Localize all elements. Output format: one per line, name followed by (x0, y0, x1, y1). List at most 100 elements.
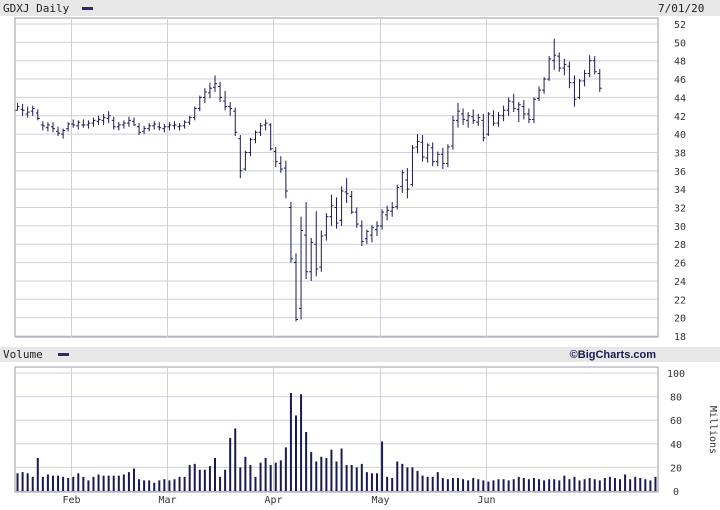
price-tick-label: 34 (674, 185, 686, 196)
ohlc-bar (147, 123, 152, 132)
ohlc-bar (349, 191, 354, 214)
ohlc-bar (314, 211, 319, 277)
ohlc-bar (592, 56, 597, 75)
ohlc-bar (299, 216, 304, 320)
ohlc-bar (324, 213, 329, 241)
ohlc-bar (15, 102, 20, 111)
ohlc-bar (76, 120, 81, 130)
ohlc-bar (430, 142, 435, 167)
volume-series (16, 393, 657, 491)
price-tick-label: 46 (674, 75, 686, 86)
ohlc-bar (283, 160, 288, 199)
ohlc-bar (263, 119, 268, 131)
volume-header-bar (0, 347, 720, 362)
ohlc-bar (50, 122, 55, 133)
ohlc-bar (476, 113, 481, 126)
price-tick-label: 38 (674, 148, 686, 159)
price-tick-label: 28 (674, 240, 686, 251)
ohlc-bar (440, 147, 445, 169)
price-tick-label: 24 (674, 277, 686, 288)
price-grid (15, 18, 658, 337)
ohlc-bar (177, 123, 182, 131)
volume-legend-swatch (58, 353, 69, 356)
ohlc-bar (172, 121, 177, 130)
header-date: 7/01/20 (658, 2, 704, 15)
ohlc-bar (339, 186, 344, 226)
ohlc-bar (450, 115, 455, 150)
month-label: Feb (62, 495, 80, 506)
price-tick-label: 40 (674, 130, 686, 141)
ohlc-bar (562, 58, 567, 76)
ohlc-bar (461, 108, 466, 125)
volume-tick-label: 40 (670, 440, 682, 451)
ohlc-bar (253, 130, 258, 144)
ohlc-bar (66, 122, 71, 132)
ohlc-bar (521, 100, 526, 120)
ohlc-bar (304, 202, 309, 280)
volume-y-axis: 0 20 40 60 80 100 (667, 369, 685, 498)
ohlc-bar (126, 116, 131, 127)
ohlc-bar (506, 97, 511, 116)
ohlc-bar (369, 224, 374, 243)
ohlc-bar (202, 88, 207, 103)
ohlc-bar (223, 90, 228, 111)
ohlc-bar (344, 178, 349, 203)
ohlc-bar (445, 144, 450, 168)
ohlc-bar (268, 123, 273, 151)
ohlc-bar (293, 253, 298, 322)
month-label: May (371, 495, 389, 506)
symbol-label: GDXJ Daily (3, 2, 70, 15)
ohlc-bar (96, 115, 101, 125)
ohlc-bar (400, 169, 405, 193)
ohlc-bar (420, 135, 425, 162)
ohlc-bar (142, 125, 147, 135)
price-tick-label: 30 (674, 222, 686, 233)
ohlc-bar (516, 102, 521, 123)
price-tick-label: 36 (674, 167, 686, 178)
ohlc-bar (192, 106, 197, 121)
x-axis-month-labels: Feb Mar Apr May Jun (62, 495, 495, 506)
ohlc-bar (511, 93, 516, 113)
price-series (15, 38, 602, 322)
price-header-bar (0, 0, 720, 16)
ohlc-bar (572, 75, 577, 107)
price-tick-label: 22 (674, 295, 686, 306)
ohlc-bar (385, 205, 390, 221)
price-tick-label: 52 (674, 20, 686, 31)
ohlc-bar (354, 207, 359, 228)
ohlc-bar (187, 115, 192, 125)
ohlc-bar (471, 109, 476, 125)
month-label: Apr (264, 495, 282, 506)
ohlc-bar (390, 202, 395, 217)
ohlc-bar (380, 209, 385, 230)
ohlc-bar (491, 110, 496, 126)
ohlc-bar (228, 102, 233, 116)
price-tick-label: 48 (674, 57, 686, 68)
volume-unit-label: Millions (707, 406, 718, 454)
ohlc-bar (395, 184, 400, 210)
price-plot-area (14, 17, 659, 338)
price-tick-label: 42 (674, 112, 686, 123)
ohlc-bar (56, 126, 61, 136)
price-y-axis: 18 20 22 24 26 28 30 32 34 36 38 40 42 44 46 48 50 52 (674, 20, 686, 343)
ohlc-bar (435, 151, 440, 167)
ohlc-bar (81, 119, 86, 128)
ohlc-bar (552, 38, 557, 70)
ohlc-bar (587, 55, 592, 78)
volume-tick-label: 80 (670, 393, 682, 404)
ohlc-bar (106, 111, 111, 124)
ohlc-bar (157, 122, 162, 131)
volume-tick-label: 60 (670, 416, 682, 427)
ohlc-bar (415, 134, 420, 154)
price-tick-label: 20 (674, 314, 686, 325)
ohlc-bar (526, 108, 531, 124)
ohlc-bar (116, 122, 121, 131)
ohlc-bar (567, 61, 572, 89)
month-label: Mar (158, 495, 176, 506)
ohlc-bar (182, 120, 187, 129)
ohlc-bar (238, 135, 243, 179)
price-tick-label: 26 (674, 259, 686, 270)
ohlc-bar (131, 117, 136, 126)
ohlc-bar (410, 145, 415, 187)
